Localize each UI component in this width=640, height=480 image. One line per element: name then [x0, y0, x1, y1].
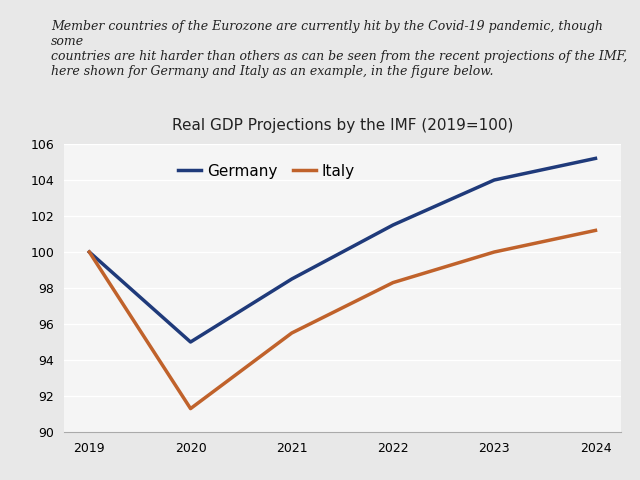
Title: Real GDP Projections by the IMF (2019=100): Real GDP Projections by the IMF (2019=10…: [172, 118, 513, 133]
Text: Member countries of the Eurozone are currently hit by the Covid-19 pandemic, tho: Member countries of the Eurozone are cur…: [51, 20, 627, 78]
Legend: Germany, Italy: Germany, Italy: [172, 157, 361, 185]
